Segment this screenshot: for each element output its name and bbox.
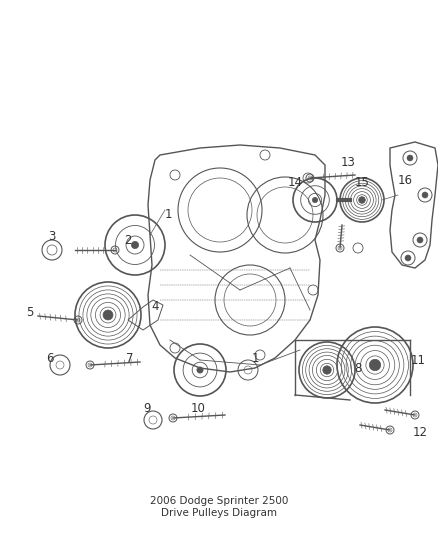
Text: 1: 1 — [164, 208, 172, 222]
Text: 11: 11 — [410, 353, 425, 367]
Circle shape — [359, 197, 365, 203]
Text: 2: 2 — [124, 233, 132, 246]
Text: 9: 9 — [143, 401, 151, 415]
Text: 1: 1 — [251, 351, 259, 365]
Circle shape — [197, 367, 203, 373]
Text: 7: 7 — [126, 351, 134, 365]
Circle shape — [103, 310, 113, 320]
Text: 2006 Dodge Sprinter 2500
Drive Pulleys Diagram: 2006 Dodge Sprinter 2500 Drive Pulleys D… — [150, 496, 288, 518]
Circle shape — [131, 241, 138, 248]
Text: 16: 16 — [398, 174, 413, 187]
Circle shape — [312, 197, 318, 203]
Text: 14: 14 — [287, 176, 303, 190]
Text: 8: 8 — [354, 361, 362, 375]
Circle shape — [369, 359, 381, 370]
Circle shape — [407, 155, 413, 161]
Text: 5: 5 — [26, 305, 34, 319]
Text: 10: 10 — [191, 401, 205, 415]
Circle shape — [422, 192, 428, 198]
Circle shape — [405, 255, 411, 261]
Text: 12: 12 — [413, 425, 427, 439]
Text: 6: 6 — [46, 351, 54, 365]
Text: 4: 4 — [151, 301, 159, 313]
Circle shape — [417, 237, 423, 243]
Circle shape — [323, 366, 331, 374]
Text: 15: 15 — [355, 175, 369, 189]
Text: 13: 13 — [341, 157, 356, 169]
Text: 3: 3 — [48, 230, 56, 244]
